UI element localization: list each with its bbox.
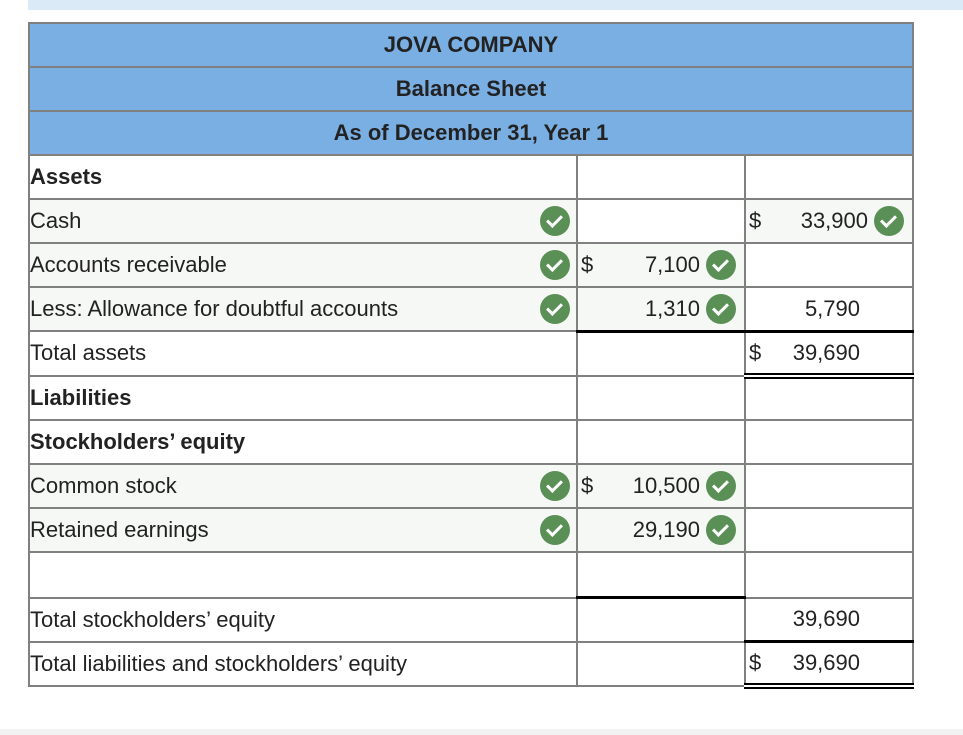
amount-input-empty[interactable] [576, 550, 746, 599]
amount-input-empty[interactable] [744, 242, 914, 288]
amount-input-empty[interactable] [744, 506, 914, 553]
correct-check-icon [540, 470, 570, 501]
total-assets-label: Total assets [28, 330, 578, 377]
amount-value: 1,310 [644, 295, 700, 321]
currency-symbol: $ [749, 339, 762, 365]
top-banner-strip [28, 0, 963, 10]
currency-symbol: $ [581, 252, 594, 277]
amount-value: 33,900 [800, 208, 868, 233]
currency-symbol: $ [749, 208, 762, 233]
row-allowance-doubtful-accounts: Less: Allowance for doubtful accounts 1,… [28, 286, 914, 332]
statement-title: Balance Sheet [28, 66, 914, 112]
row-liabilities-heading: Liabilities [28, 374, 914, 421]
correct-check-icon [706, 250, 736, 280]
amount-value: 7,100 [644, 252, 700, 277]
amount-cell-empty [576, 374, 746, 421]
row-accounts-receivable: Accounts receivable $7,100 [28, 242, 914, 288]
amount-cell-empty [744, 418, 914, 465]
correct-check-icon [706, 514, 736, 545]
statement-date: As of December 31, Year 1 [28, 110, 914, 156]
row-total-liabilities-and-equity: Total liabilities and stockholders’ equi… [28, 640, 914, 689]
total-liabilities-equity-label: Total liabilities and stockholders’ equi… [28, 640, 578, 687]
amount-value: 39,690 [792, 650, 860, 675]
section-label-liabilities: Liabilities [28, 374, 578, 421]
amount-cell-empty [744, 154, 914, 200]
row-empty [28, 550, 914, 599]
correct-check-icon [540, 250, 570, 280]
account-select-empty[interactable] [28, 550, 578, 599]
account-label: Cash [30, 208, 82, 233]
row-assets-heading: Assets [28, 154, 914, 200]
currency-symbol: $ [581, 472, 594, 498]
currency-symbol: $ [749, 650, 762, 675]
row-retained-earnings: Retained earnings 29,190 [28, 506, 914, 553]
correct-check-icon [874, 206, 904, 236]
amount-input-allowance[interactable]: 1,310 [576, 286, 746, 332]
balance-sheet-table: JOVA COMPANY Balance Sheet As of Decembe… [28, 22, 914, 689]
row-common-stock: Common stock $10,500 [28, 462, 914, 509]
correct-check-icon [706, 470, 736, 501]
total-stockholders-equity-amount: 39,690 [744, 596, 914, 643]
row-stockholders-equity-heading: Stockholders’ equity [28, 418, 914, 465]
amount-input-cash-total[interactable]: $33,900 [744, 198, 914, 244]
amount-value: 10,500 [632, 472, 700, 498]
amount-value: 39,690 [792, 339, 860, 365]
amount-cell-empty [576, 640, 746, 687]
total-liabilities-equity-amount: $39,690 [744, 640, 914, 689]
correct-check-icon [540, 206, 570, 236]
amount-input-empty[interactable] [576, 198, 746, 244]
account-select-accounts-receivable[interactable]: Accounts receivable [28, 242, 578, 288]
amount-cell-empty [576, 154, 746, 200]
amount-value: 29,190 [632, 516, 700, 542]
amount-input-empty[interactable] [744, 462, 914, 509]
total-stockholders-equity-label: Total stockholders’ equity [28, 596, 578, 643]
account-label: Retained earnings [30, 516, 209, 542]
correct-check-icon [706, 293, 736, 324]
section-label-stockholders-equity: Stockholders’ equity [28, 418, 578, 465]
amount-value: 39,690 [792, 606, 860, 632]
account-select-common-stock[interactable]: Common stock [28, 462, 578, 509]
row-cash: Cash $33,900 [28, 198, 914, 244]
amount-cell-empty [576, 596, 746, 643]
amount-cell-empty [576, 329, 746, 377]
total-assets-amount: $39,690 [744, 329, 914, 379]
amount-input-accounts-receivable[interactable]: $7,100 [576, 242, 746, 288]
amount-cell-empty [576, 418, 746, 465]
section-label-assets: Assets [28, 154, 578, 200]
amount-input-net-receivables[interactable]: 5,790 [744, 286, 914, 332]
row-total-stockholders-equity: Total stockholders’ equity 39,690 [28, 596, 914, 643]
account-label: Accounts receivable [30, 252, 227, 277]
account-label: Less: Allowance for doubtful accounts [30, 296, 399, 321]
amount-cell-empty [744, 374, 914, 421]
company-name: JOVA COMPANY [28, 22, 914, 68]
amount-input-common-stock[interactable]: $10,500 [576, 462, 746, 509]
row-total-assets: Total assets $39,690 [28, 329, 914, 379]
account-select-allowance[interactable]: Less: Allowance for doubtful accounts [28, 286, 578, 332]
amount-input-empty[interactable] [744, 550, 914, 599]
bottom-divider [0, 729, 963, 735]
correct-check-icon [540, 514, 570, 545]
account-select-cash[interactable]: Cash [28, 198, 578, 244]
account-label: Common stock [30, 472, 177, 498]
amount-input-retained-earnings[interactable]: 29,190 [576, 506, 746, 553]
account-select-retained-earnings[interactable]: Retained earnings [28, 506, 578, 553]
amount-value: 5,790 [804, 295, 860, 321]
correct-check-icon [540, 294, 570, 324]
